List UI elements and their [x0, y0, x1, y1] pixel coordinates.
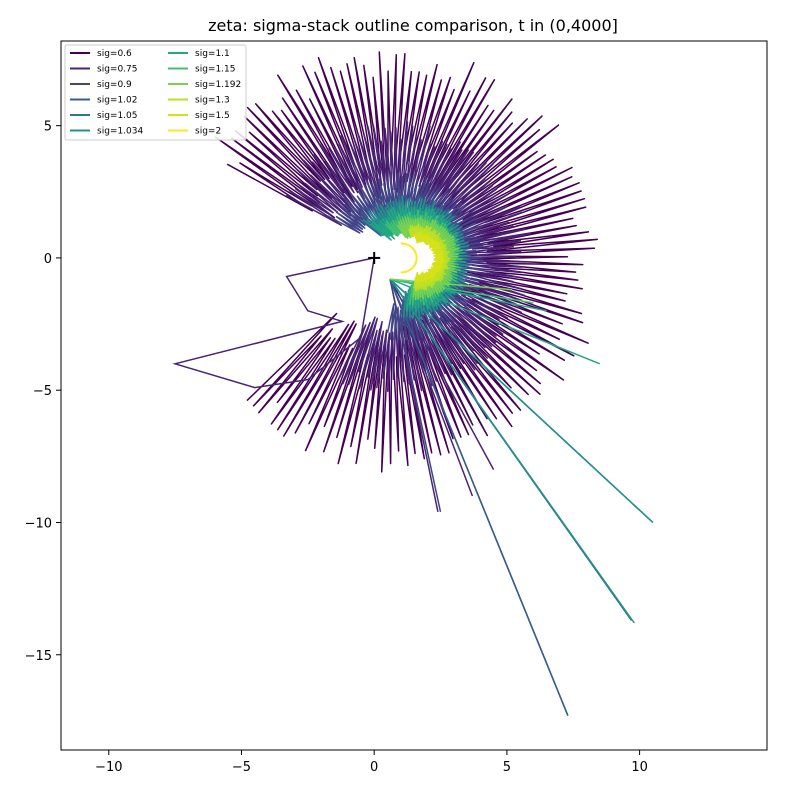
- x-tick-label: 10: [631, 760, 648, 775]
- legend-label: sig=1.034: [97, 127, 143, 137]
- legend-item: sig=1.02: [70, 96, 137, 106]
- series-outline: [400, 242, 418, 274]
- series-ray: [389, 278, 534, 304]
- series-outline: [396, 216, 459, 301]
- legend-item: sig=1.034: [70, 127, 143, 137]
- legend-label: sig=1.192: [195, 80, 241, 90]
- series-outline: [414, 232, 445, 284]
- legend-item: sig=1.192: [168, 80, 241, 90]
- legend-box: [64, 44, 247, 141]
- x-tick-label: 0: [370, 760, 378, 775]
- legend-label: sig=0.6: [97, 49, 132, 59]
- legend-item: sig=0.75: [70, 65, 137, 75]
- series-detour: [172, 257, 375, 389]
- legend-item: sig=1.1: [168, 49, 230, 59]
- legend-label: sig=1.15: [195, 65, 235, 75]
- legend-label: sig=1.3: [195, 96, 230, 106]
- legend-item: sig=2: [168, 127, 221, 137]
- series-outline: [214, 51, 598, 473]
- legend-item: sig=1.5: [168, 111, 230, 121]
- y-tick-label: −10: [25, 516, 52, 531]
- legend-label: sig=2: [195, 127, 221, 137]
- y-tick-label: 0: [44, 252, 52, 267]
- series-ray: [389, 278, 635, 624]
- series-ray: [389, 278, 442, 513]
- series-outline: [327, 172, 485, 342]
- legend-label: sig=1.5: [195, 111, 230, 121]
- legend-label: sig=1.02: [97, 96, 137, 106]
- axes-frame: [60, 40, 768, 751]
- plot-area: [172, 51, 654, 716]
- series-12: [400, 242, 418, 274]
- legend-item: sig=0.9: [70, 80, 132, 90]
- legend-item: sig=1.15: [168, 65, 235, 75]
- legend-item: sig=1.05: [70, 111, 137, 121]
- x-tick-label: 5: [503, 760, 511, 775]
- legend-label: sig=1.05: [97, 111, 137, 121]
- legend-label: sig=0.75: [97, 65, 137, 75]
- x-tick-label: −10: [95, 760, 122, 775]
- series-ray: [389, 278, 654, 524]
- series-9: [390, 216, 513, 301]
- legend-label: sig=1.1: [195, 49, 230, 59]
- series-1: [214, 51, 598, 473]
- legend: sig=0.6 sig=0.75 sig=0.9 sig=1.02 sig=1.05 si…: [64, 44, 247, 141]
- series-11: [414, 232, 445, 284]
- x-tick-label: −5: [232, 760, 251, 775]
- y-axis: 5 0 −5 −10 −15: [25, 120, 61, 664]
- chart-title: zeta: sigma-stack outline comparison, t …: [208, 16, 618, 35]
- y-tick-label: 5: [44, 120, 52, 135]
- origin-marker: [368, 251, 381, 264]
- legend-label: sig=0.9: [97, 80, 132, 90]
- series-ray: [390, 278, 513, 291]
- series-ray: [389, 278, 569, 716]
- y-tick-label: −5: [33, 384, 52, 399]
- legend-item: sig=0.6: [70, 49, 132, 59]
- legend-item: sig=1.3: [168, 96, 230, 106]
- x-axis: −10 −5 0 5 10: [95, 750, 648, 775]
- y-tick-label: −15: [25, 649, 52, 664]
